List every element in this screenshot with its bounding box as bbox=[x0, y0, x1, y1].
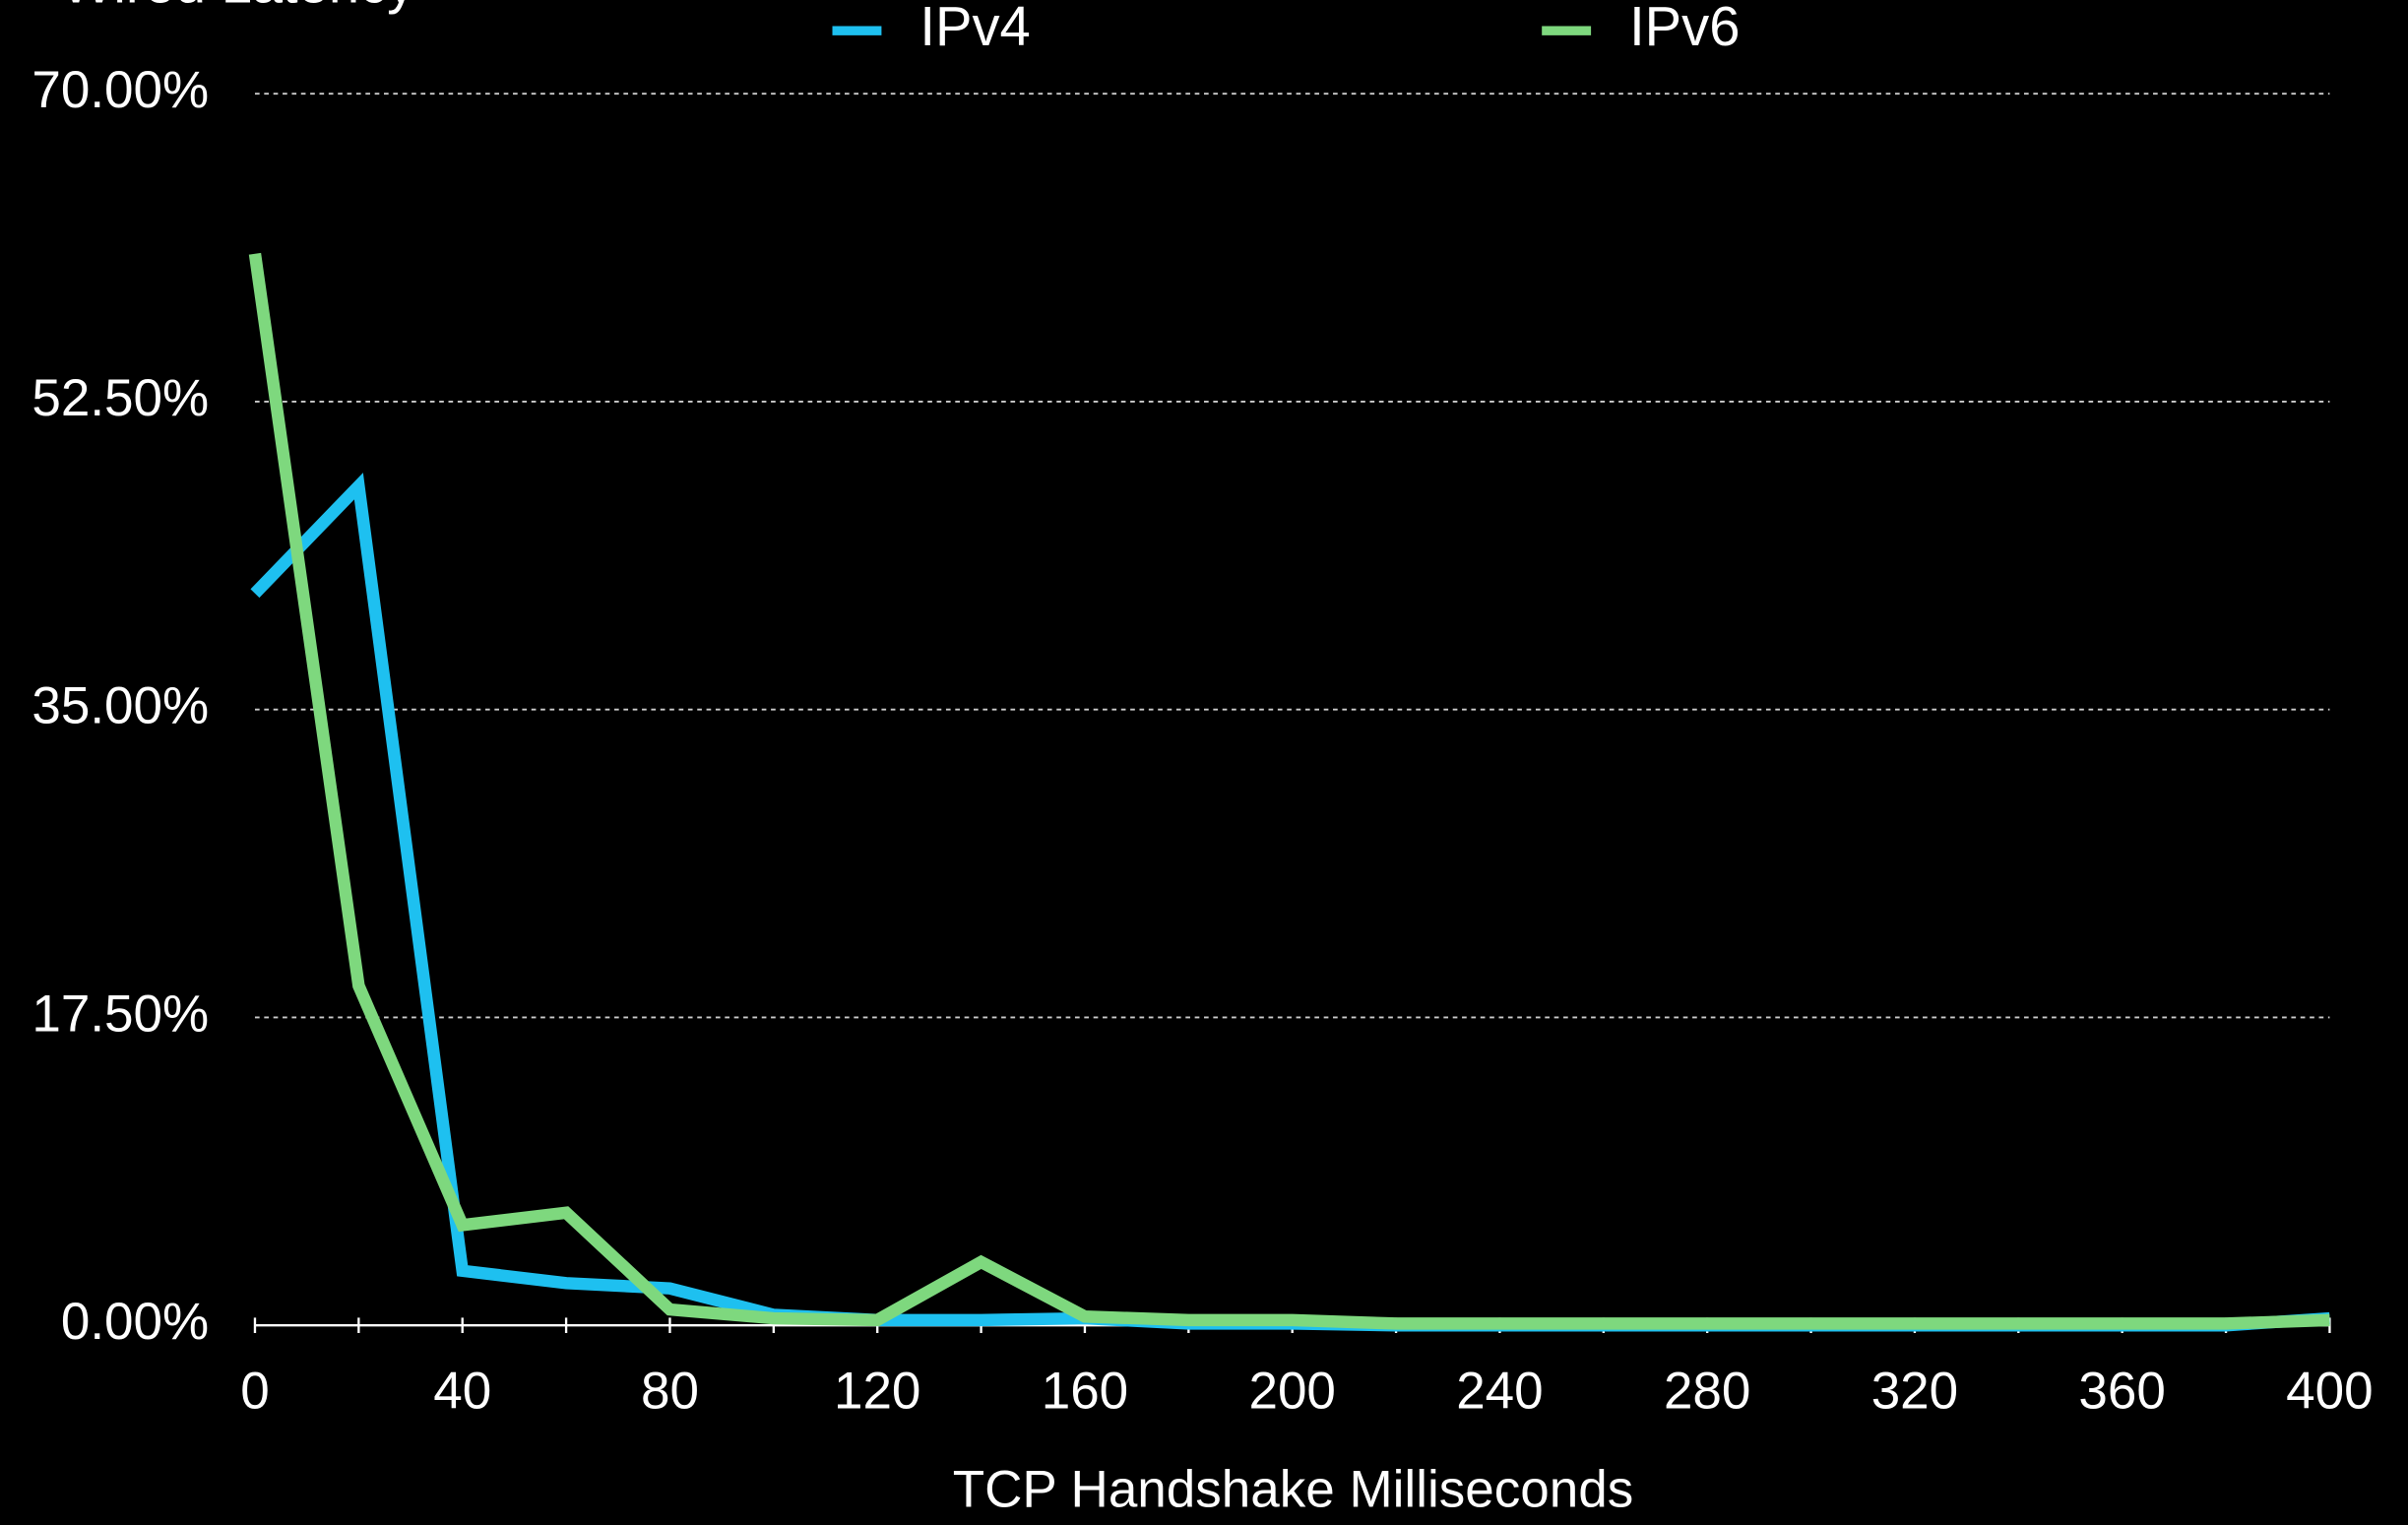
y-tick-label: 52.50% bbox=[32, 369, 209, 427]
x-tick-label: 40 bbox=[433, 1362, 491, 1420]
x-tick-label: 320 bbox=[1871, 1362, 1958, 1420]
x-tick-label: 240 bbox=[1456, 1362, 1543, 1420]
x-tick-label: 360 bbox=[2078, 1362, 2165, 1420]
x-tick-label: 200 bbox=[1248, 1362, 1335, 1420]
x-tick-label: 0 bbox=[240, 1362, 270, 1420]
legend-label: IPv6 bbox=[1629, 0, 1740, 57]
x-axis-label: TCP Handshake Milliseconds bbox=[953, 1460, 1633, 1518]
x-tick-label: 160 bbox=[1042, 1362, 1128, 1420]
y-tick-label: 70.00% bbox=[32, 61, 209, 119]
y-tick-label: 35.00% bbox=[32, 677, 209, 735]
chart-title: Wired Latency bbox=[61, 0, 414, 14]
x-tick-label: 80 bbox=[641, 1362, 699, 1420]
x-tick-label: 280 bbox=[1664, 1362, 1750, 1420]
y-tick-label: 0.00% bbox=[61, 1293, 209, 1351]
legend-label: IPv4 bbox=[919, 0, 1030, 57]
x-tick-label: 120 bbox=[834, 1362, 920, 1420]
x-tick-label: 400 bbox=[2286, 1362, 2373, 1420]
series-line bbox=[248, 252, 2330, 1330]
y-tick-label: 17.50% bbox=[32, 985, 209, 1043]
